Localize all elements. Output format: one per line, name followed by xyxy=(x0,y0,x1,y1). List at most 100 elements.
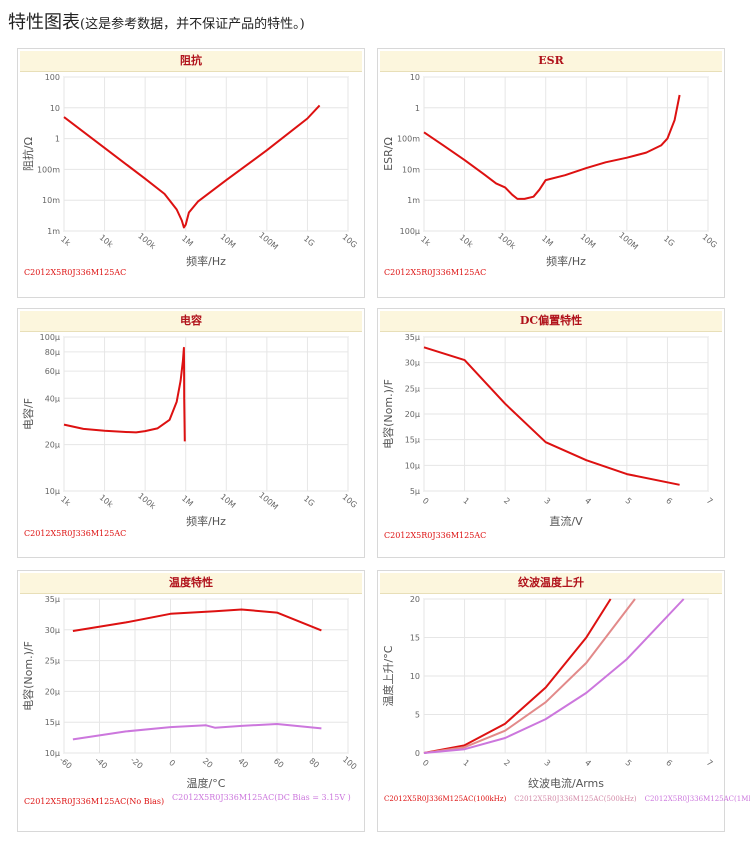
x-tick-label: 80 xyxy=(307,756,321,769)
y-tick-label: 10μ xyxy=(405,461,420,470)
y-tick-label: 25μ xyxy=(45,657,60,666)
x-tick-label: 10k xyxy=(98,233,115,250)
x-tick-label: 10k xyxy=(98,493,115,510)
y-tick-label: 30μ xyxy=(405,359,420,368)
panel-title: 纹波温度上升 xyxy=(380,573,722,594)
x-tick-label: 100 xyxy=(341,755,358,772)
y-tick-label: 5 xyxy=(415,711,420,720)
chart-legend: C2012X5R0J336M125AC(100kHz) C2012X5R0J336… xyxy=(384,795,750,803)
ripple-panel: 纹波温度上升 0 1 2 3 4 5 6 7 0 5 10 15 20 纹波电流/Arms 温度上升/°C … xyxy=(377,570,750,832)
x-tick-label: 4 xyxy=(583,496,593,506)
y-tick-label: 10μ xyxy=(45,487,60,496)
x-tick-label: 10M xyxy=(218,232,237,250)
x-tick-label: 0 xyxy=(421,758,431,768)
x-tick-label: 100M xyxy=(257,231,280,252)
x-tick-label: 20 xyxy=(201,756,215,769)
y-tick-label: 1m xyxy=(47,227,60,236)
chart-legend: C2012X5R0J336M125AC xyxy=(384,268,496,277)
legend-item: C2012X5R0J336M125AC(500kHz) xyxy=(514,795,637,803)
y-tick-label: 15μ xyxy=(45,718,60,727)
plot-area xyxy=(63,76,349,232)
x-tick-label: 1G xyxy=(302,234,316,248)
panel-title: ESR xyxy=(380,51,722,72)
y-tick-label: 1 xyxy=(415,104,420,113)
page-title: 特性图表(这是参考数据，并不保证产品的特性。) xyxy=(8,8,305,34)
x-tick-label: 7 xyxy=(705,758,715,768)
temperature-panel: 温度特性 -60 -40 -20 0 20 40 60 80 100 10μ 15μ 20μ 25μ 30… xyxy=(17,570,365,832)
x-axis-title: 频率/Hz xyxy=(186,254,226,268)
y-tick-label: 5μ xyxy=(410,487,420,496)
esr-panel: ESR 1k 10k 100k 1M 10M 100M 1G 10G 100μ 1m 10m 100m… xyxy=(377,48,725,298)
y-tick-label: 20μ xyxy=(45,441,60,450)
legend-item: C2012X5R0J336M125AC(1MHz) xyxy=(644,795,750,803)
y-tick-label: 35μ xyxy=(45,595,60,604)
x-tick-label: -40 xyxy=(93,755,109,770)
y-tick-label: 80μ xyxy=(45,348,60,357)
y-axis-title: 电容(Nom.)/F xyxy=(381,379,395,449)
y-tick-label: 15 xyxy=(410,634,420,643)
y-tick-label: 10m xyxy=(402,165,420,174)
x-tick-label: 1k xyxy=(419,235,433,248)
x-axis-title: 直流/V xyxy=(549,514,583,528)
capacitance-chart: 1k 10k 100k 1M 10M 100M 1G 10G 10μ 20μ 40μ 60μ 80μ 10… xyxy=(21,333,359,528)
y-tick-label: 15μ xyxy=(405,436,420,445)
x-tick-label: -20 xyxy=(129,755,145,770)
x-tick-label: 3 xyxy=(542,758,552,768)
x-axis-title: 温度/°C xyxy=(187,776,226,790)
y-tick-label: 40μ xyxy=(45,394,60,403)
x-tick-label: 1G xyxy=(662,234,676,248)
x-tick-label: 5 xyxy=(624,496,634,506)
x-tick-label: 100M xyxy=(617,231,640,252)
x-tick-label: 5 xyxy=(624,758,634,768)
x-tick-label: 100M xyxy=(257,491,280,512)
y-tick-label: 0 xyxy=(415,749,420,758)
y-tick-label: 100 xyxy=(45,73,60,82)
x-tick-label: 10M xyxy=(218,492,237,510)
legend-item: C2012X5R0J336M125AC(No Bias) xyxy=(24,797,165,806)
panel-title: 温度特性 xyxy=(20,573,362,594)
x-tick-label: -60 xyxy=(58,755,74,770)
y-tick-label: 20μ xyxy=(45,687,60,696)
x-tick-label: 1G xyxy=(302,494,316,508)
y-axis-title: 电容(Nom.)/F xyxy=(21,641,35,711)
x-tick-label: 4 xyxy=(583,758,593,768)
x-tick-label: 1 xyxy=(461,496,471,506)
y-tick-label: 30μ xyxy=(45,626,60,635)
x-tick-label: 10G xyxy=(340,492,358,509)
x-tick-label: 10G xyxy=(340,232,358,249)
ripple-chart: 0 1 2 3 4 5 6 7 0 5 10 15 20 纹波电流/Arms 温度上升/°C xyxy=(381,595,715,790)
y-tick-label: 35μ xyxy=(405,333,420,342)
y-tick-label: 25μ xyxy=(405,384,420,393)
y-tick-label: 10 xyxy=(410,73,420,82)
y-tick-label: 100m xyxy=(397,135,420,144)
legend-item: C2012X5R0J336M125AC(DC Bias = 3.15V ) xyxy=(172,793,351,802)
series-line xyxy=(72,723,322,741)
impedance-chart: 1k 10k 100k 1M 10M 100M 1G 10G 1m 10m 100m 1 10 100 频率… xyxy=(21,73,359,268)
capacitance-panel: 电容 1k 10k 100k 1M 10M 100M 1G 10G 10μ 20μ 40μ 60μ 80… xyxy=(17,308,365,558)
x-tick-label: 100k xyxy=(136,491,157,511)
temperature-chart: -60 -40 -20 0 20 40 60 80 100 10μ 15μ 20μ 25μ 30μ 35μ 温… xyxy=(21,595,358,790)
series-line xyxy=(63,346,186,442)
x-tick-label: 1k xyxy=(59,235,73,248)
y-tick-label: 60μ xyxy=(45,367,60,376)
series-line xyxy=(423,94,681,200)
x-tick-label: 1 xyxy=(461,758,471,768)
chart-legend: C2012X5R0J336M125AC xyxy=(24,268,136,277)
y-tick-label: 1m xyxy=(407,196,420,205)
x-tick-label: 10M xyxy=(578,232,597,250)
y-axis-title: 阻抗/Ω xyxy=(21,137,35,171)
x-tick-label: 3 xyxy=(542,496,552,506)
plot-area xyxy=(423,76,709,232)
impedance-panel: 阻抗 1k 10k 100k 1M 10M 100M 1G 10G 1m 10m 100m 1 10 10… xyxy=(17,48,365,298)
legend-item: C2012X5R0J336M125AC xyxy=(24,268,127,277)
legend-item: C2012X5R0J336M125AC xyxy=(384,268,487,277)
series-line xyxy=(63,104,321,229)
series-line xyxy=(423,598,636,754)
y-tick-label: 100m xyxy=(37,165,60,174)
y-tick-label: 10μ xyxy=(45,749,60,758)
x-tick-label: 60 xyxy=(272,756,286,769)
page-note: (这是参考数据，并不保证产品的特性。) xyxy=(80,17,305,32)
y-tick-label: 10 xyxy=(410,672,420,681)
x-tick-label: 10G xyxy=(700,232,718,249)
y-tick-label: 20 xyxy=(410,595,420,604)
